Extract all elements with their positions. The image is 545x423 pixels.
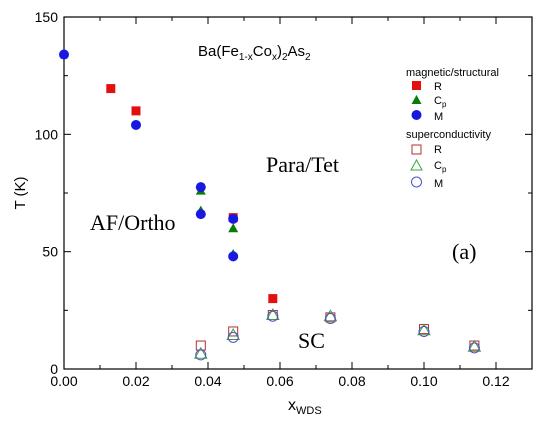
- legend-group-sc-title: superconductivity: [406, 129, 491, 141]
- legend-label-cp-sc-main: C: [434, 160, 442, 172]
- data-point-cp-sc: [323, 309, 338, 322]
- data-point-r-magnetic: [268, 294, 278, 304]
- data-point-m-sc: [267, 310, 279, 322]
- data-point-m-magnetic: [195, 182, 206, 193]
- data-point-r-magnetic: [131, 106, 141, 116]
- legend-label-cp-sc: Cp: [434, 160, 447, 174]
- legend-label-cp-magnetic: Cp: [434, 95, 447, 109]
- annotation-af-ortho: AF/Ortho: [90, 210, 176, 235]
- data-point-m-sc: [324, 313, 336, 325]
- data-point-r-magnetic: [106, 84, 116, 94]
- data-point-m-magnetic: [131, 119, 141, 130]
- data-point-cp-sc: [467, 339, 482, 352]
- legend-label-cp-magnetic-main: C: [434, 95, 442, 107]
- title-part-a: Ba(Fe: [198, 43, 239, 60]
- axis-ticks: [63, 16, 533, 370]
- x-tick-label: 0.12: [482, 373, 509, 389]
- y-tick-label: 150: [35, 9, 59, 25]
- data-point-r-sc: [228, 326, 239, 337]
- x-axis-label: xWDS: [288, 397, 322, 417]
- legend-marker-m-filled: [411, 110, 422, 120]
- title-part-d: x: [272, 52, 277, 63]
- x-axis-label-subscript: WDS: [296, 405, 322, 417]
- data-point-cp-sc: [226, 327, 241, 340]
- x-tick-label: 0.10: [410, 373, 437, 389]
- title-part-c: Co: [253, 43, 272, 60]
- data-point-m-sc: [468, 342, 480, 354]
- x-axis-label-main: x: [288, 397, 296, 414]
- legend-marker-r-open: [411, 144, 422, 155]
- y-tick-label: 50: [42, 244, 58, 260]
- data-point-m-magnetic: [195, 209, 206, 220]
- legend-label-m-magnetic: M: [434, 111, 443, 123]
- data-point-cp-sc: [265, 308, 280, 321]
- data-point-m-magnetic: [228, 251, 239, 262]
- y-tick-label: 0: [50, 361, 58, 377]
- chart-title: Ba(Fe1-xCox)2As2: [198, 43, 311, 63]
- data-point-cp-magnetic: [228, 223, 239, 233]
- data-point-m-magnetic: [228, 213, 239, 224]
- data-point-m-sc: [418, 325, 430, 337]
- legend-marker-cp-filled: [411, 95, 422, 104]
- x-tick-label: 0.06: [266, 373, 293, 389]
- title-part-f: 2: [282, 52, 288, 63]
- data-markers: [59, 49, 482, 361]
- legend: magnetic/structural R Cp M superconducti…: [406, 67, 499, 190]
- title-part-b: 1-x: [239, 52, 253, 63]
- legend-label-cp-magnetic-sub: p: [442, 100, 447, 109]
- data-point-cp-sc: [417, 323, 431, 336]
- legend-label-cp-sc-sub: p: [442, 165, 447, 174]
- x-tick-label: 0.02: [122, 373, 149, 389]
- annotation-sc: SC: [298, 328, 325, 353]
- data-point-m-magnetic: [59, 49, 69, 60]
- legend-label-r-sc: R: [434, 144, 442, 156]
- legend-label-r-magnetic: R: [434, 81, 442, 93]
- x-tick-label: 0.04: [194, 373, 221, 389]
- legend-marker-r-filled: [412, 81, 421, 90]
- data-point-m-sc: [227, 331, 239, 343]
- legend-marker-m-open: [411, 176, 422, 188]
- legend-label-m-sc: M: [434, 178, 443, 190]
- tick-labels: 0.00 0.02 0.04 0.06 0.08 0.10 0.12 0 50 100 150: [35, 9, 510, 389]
- y-tick-label: 100: [35, 126, 59, 142]
- x-tick-label: 0.08: [338, 373, 365, 389]
- data-point-m-sc: [195, 349, 207, 361]
- x-tick-label: 0.00: [50, 373, 77, 389]
- title-part-e: ): [277, 43, 282, 60]
- annotation-para-tet: Para/Tet: [266, 152, 339, 177]
- legend-marker-cp-open: [410, 158, 423, 171]
- annotation-panel-label: (a): [452, 239, 476, 264]
- title-part-h: 2: [305, 52, 311, 63]
- legend-group-magnetic-title: magnetic/structural: [406, 67, 499, 79]
- data-point-cp-sc: [193, 346, 208, 359]
- title-part-g: As: [288, 43, 306, 60]
- y-axis-label: T (K): [12, 176, 29, 209]
